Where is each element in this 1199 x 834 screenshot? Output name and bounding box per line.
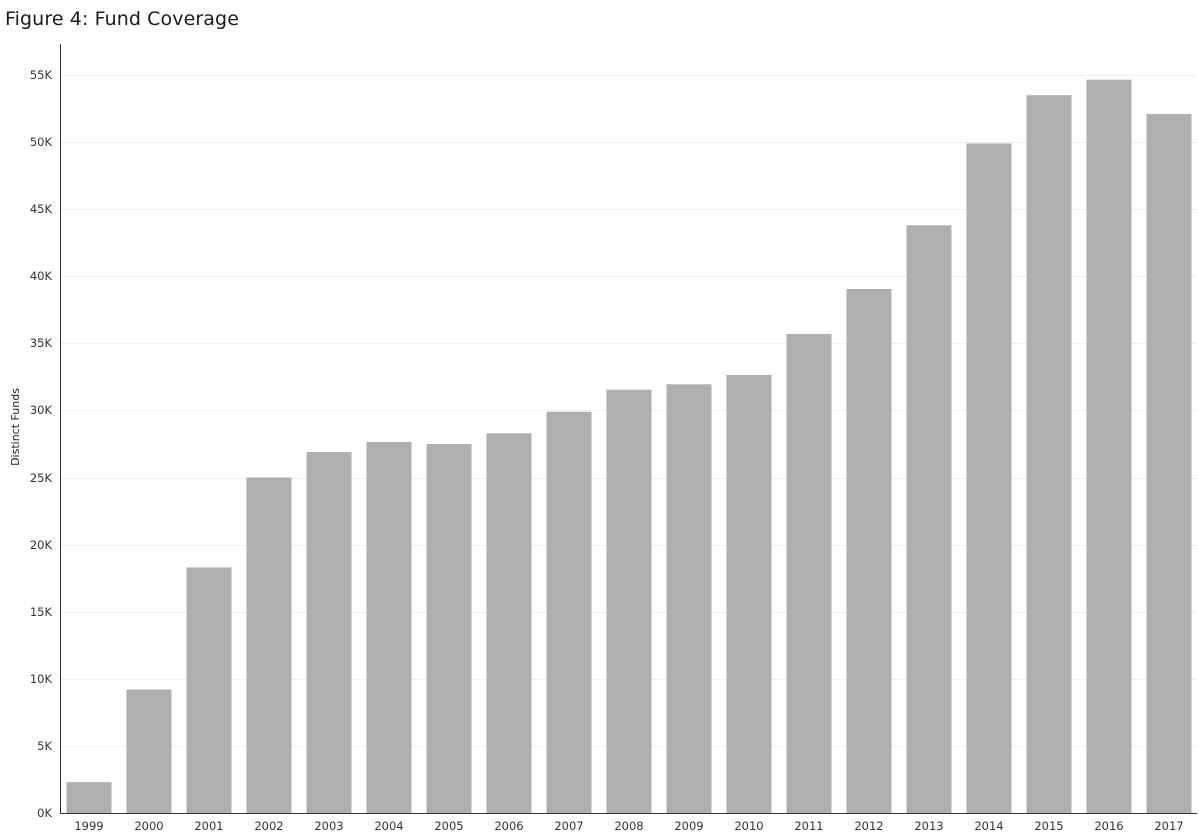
bar bbox=[846, 289, 892, 813]
bar bbox=[1146, 113, 1192, 814]
bar bbox=[906, 225, 952, 813]
bar bbox=[126, 689, 172, 813]
bar bbox=[426, 444, 472, 813]
x-tick-label: 2009 bbox=[674, 819, 703, 833]
axes bbox=[60, 44, 1197, 814]
bar bbox=[366, 441, 412, 813]
y-tick-label: 25K bbox=[30, 471, 53, 485]
y-tick-label: 30K bbox=[30, 403, 53, 417]
x-tick-label: 2017 bbox=[1154, 819, 1183, 833]
x-tick-label: 1999 bbox=[74, 819, 103, 833]
y-axis-label: Distinct Funds bbox=[9, 388, 22, 466]
x-tick-label: 2013 bbox=[914, 819, 943, 833]
x-tick-label: 2014 bbox=[974, 819, 1003, 833]
x-tick-label: 2000 bbox=[134, 819, 163, 833]
y-tick-label: 15K bbox=[30, 605, 53, 619]
x-tick-label: 2002 bbox=[254, 819, 283, 833]
bar bbox=[546, 411, 592, 813]
bar bbox=[966, 143, 1012, 813]
y-tick-label: 5K bbox=[37, 739, 52, 753]
x-tick-label: 2008 bbox=[614, 819, 643, 833]
x-tick-label: 2016 bbox=[1094, 819, 1123, 833]
x-tick-label: 2010 bbox=[734, 819, 763, 833]
x-tick-label: 2006 bbox=[494, 819, 523, 833]
y-tick-label: 0K bbox=[37, 806, 52, 820]
bar bbox=[486, 433, 532, 813]
bar bbox=[1086, 79, 1132, 814]
bar bbox=[606, 389, 652, 813]
x-tick-label: 2012 bbox=[854, 819, 883, 833]
y-tick-label: 45K bbox=[30, 202, 53, 216]
bar bbox=[66, 782, 112, 813]
y-tick-label: 55K bbox=[30, 68, 53, 82]
bar bbox=[246, 477, 292, 813]
x-tick-label: 2004 bbox=[374, 819, 403, 833]
y-tick-label: 50K bbox=[30, 135, 53, 149]
y-tick-label: 20K bbox=[30, 538, 53, 552]
y-tick-label: 40K bbox=[30, 269, 53, 283]
x-tick-label: 2015 bbox=[1034, 819, 1063, 833]
bar bbox=[726, 374, 772, 813]
bars bbox=[66, 79, 1192, 814]
x-tick-label: 2003 bbox=[314, 819, 343, 833]
x-tick-label: 2007 bbox=[554, 819, 583, 833]
x-tick-label: 2005 bbox=[434, 819, 463, 833]
bar bbox=[666, 384, 712, 813]
x-tick-label: 2011 bbox=[794, 819, 823, 833]
bar bbox=[186, 567, 232, 813]
chart-title: Figure 4: Fund Coverage bbox=[5, 8, 239, 30]
bar bbox=[786, 333, 832, 813]
y-tick-label: 10K bbox=[30, 672, 53, 686]
bar bbox=[306, 452, 352, 813]
y-tick-label: 35K bbox=[30, 336, 53, 350]
bar bbox=[1026, 95, 1072, 814]
x-tick-labels: 1999 2000 2001 2002 2003 2004 2005 2006 2007 2008… bbox=[74, 819, 1183, 833]
x-tick-label: 2001 bbox=[194, 819, 223, 833]
y-tick-labels: 0K 5K 10K 15K 20K 25K 30K 35K 40K 45K 50K 55K bbox=[30, 68, 53, 820]
